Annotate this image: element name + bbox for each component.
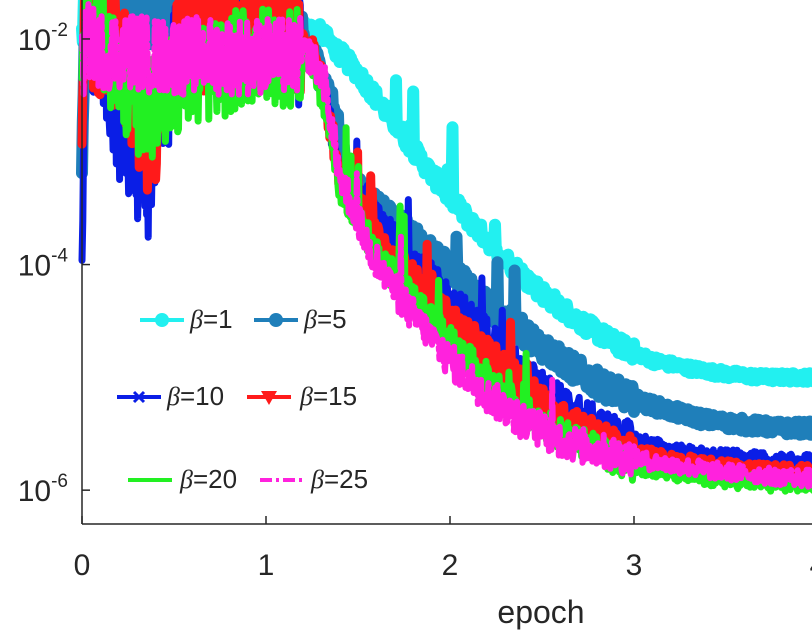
legend-entry-4: β=20 — [128, 464, 237, 494]
legend-label: β=10 — [166, 381, 224, 411]
legend: β=1 β=5 β=10 β=15 β=20 β=25 — [117, 304, 368, 494]
x-tick-label: 4 — [810, 549, 812, 582]
legend-entry-5: β=25 — [260, 464, 368, 494]
legend-label: β=20 — [179, 464, 237, 494]
legend-marker — [269, 313, 283, 327]
legend-entry-1: β=5 — [254, 304, 347, 334]
x-tick-label: 1 — [258, 549, 275, 582]
legend-label: β=25 — [310, 464, 368, 494]
series-line — [79, 0, 812, 490]
legend-label: β=15 — [299, 381, 357, 411]
axes: 0 1 2 3 4 10-2 10-4 10-6 epoch — [18, 0, 812, 630]
series-5 — [79, 0, 812, 490]
x-tick-label: 0 — [74, 549, 91, 582]
y-tick-label: 10-4 — [18, 246, 69, 283]
legend-entry-0: β=1 — [140, 304, 233, 334]
y-tick-label: 10-2 — [18, 20, 68, 57]
x-tick-label: 3 — [626, 549, 643, 582]
series-line — [76, 0, 812, 388]
legend-marker — [132, 390, 146, 404]
legend-entry-2: β=10 — [117, 381, 224, 411]
legend-entry-3: β=15 — [247, 381, 357, 411]
series-layer — [76, 0, 812, 495]
series-0 — [76, 0, 812, 388]
y-tick-label: 10-6 — [18, 471, 68, 508]
legend-label: β=5 — [303, 304, 347, 334]
legend-label: β=1 — [189, 304, 233, 334]
legend-marker — [155, 313, 169, 327]
x-tick-label: 2 — [442, 549, 459, 582]
x-axis-label: epoch — [497, 594, 584, 630]
legend-marker — [261, 391, 277, 405]
